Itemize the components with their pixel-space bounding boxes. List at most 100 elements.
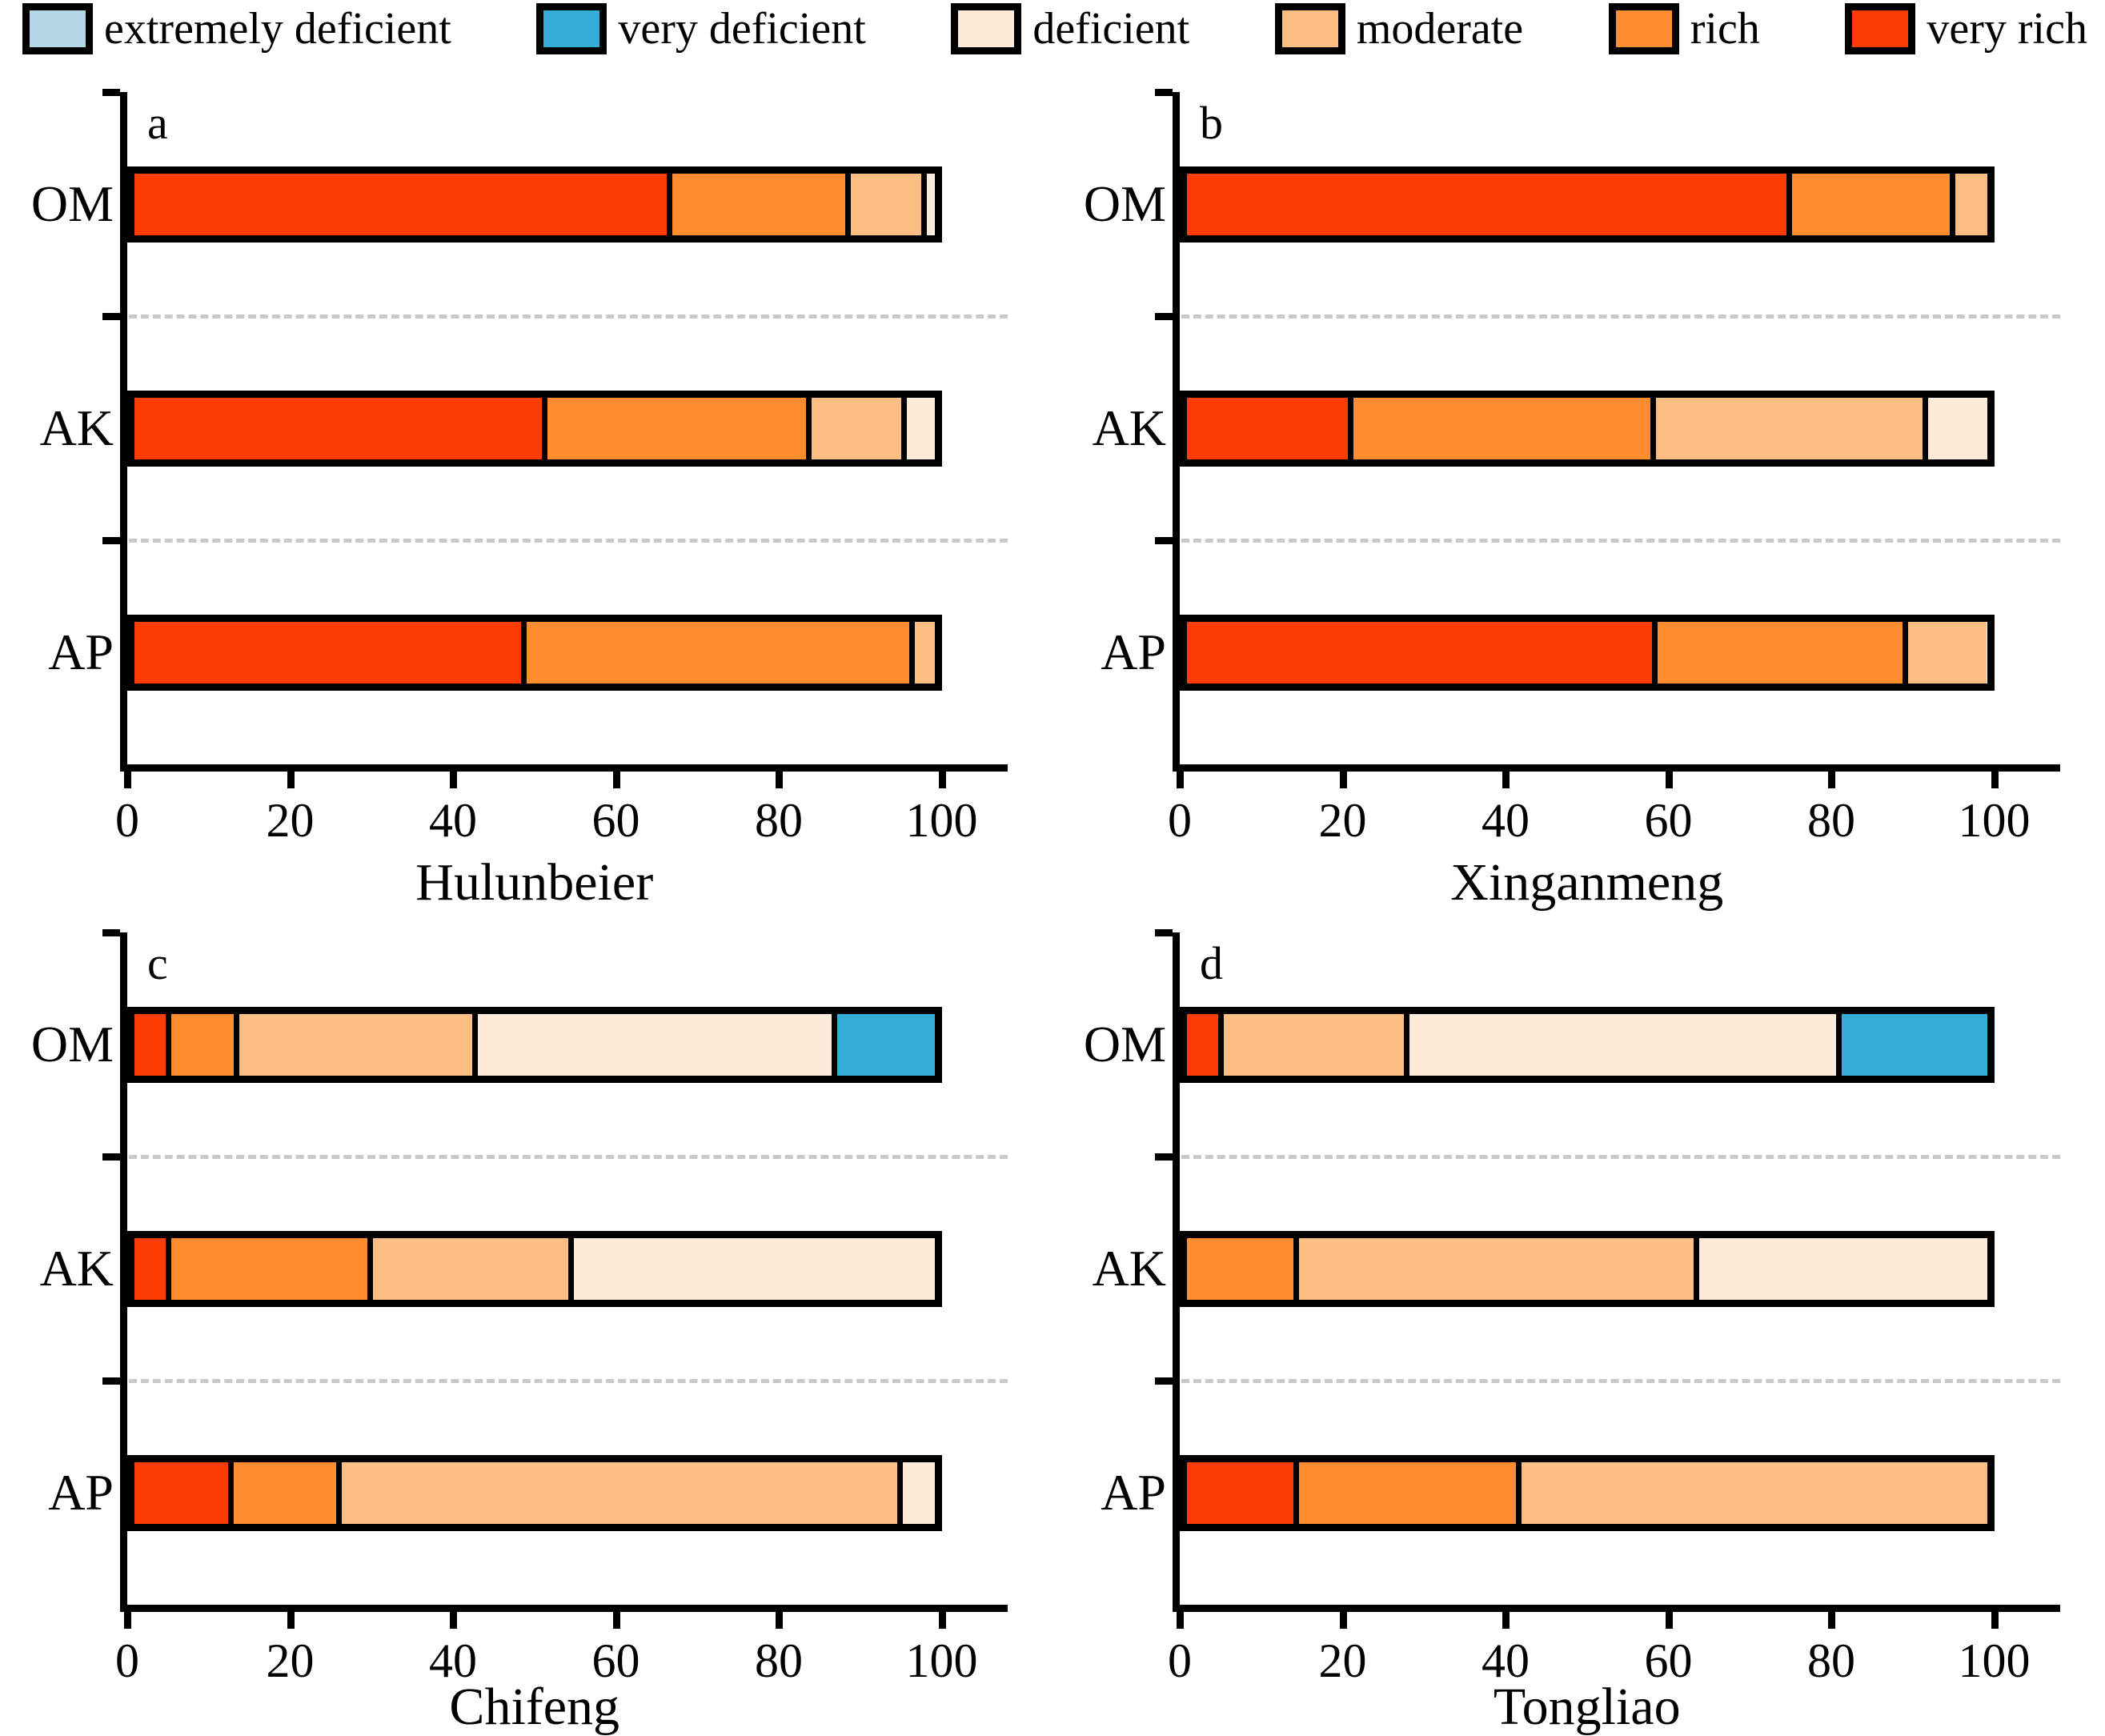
y-axis-tick — [102, 1377, 120, 1385]
x-axis-tick — [1991, 1605, 1999, 1629]
x-axis-tick-label: 0 — [115, 1634, 139, 1687]
y-axis-tick — [1155, 313, 1173, 320]
x-axis-tick — [938, 764, 946, 788]
segment-moderate — [1656, 397, 1929, 459]
segment-moderate — [1955, 173, 1987, 235]
y-axis-tick — [1155, 1153, 1173, 1161]
segment-very-rich — [134, 1237, 172, 1300]
segment-moderate — [1224, 1013, 1410, 1076]
y-axis-tick — [102, 929, 120, 936]
stacked-bar-ap — [1180, 1454, 1995, 1531]
x-axis-tick-label: 60 — [1644, 794, 1693, 847]
panel-xinganmeng: b Xinganmeng OM AK AP 0 20 40 60 80 100 — [1052, 56, 2105, 909]
y-axis-tick — [1155, 929, 1173, 936]
category-separator-dashed-line — [1181, 539, 2060, 543]
category-separator-dashed-line — [129, 1379, 1008, 1383]
segment-very-rich — [134, 1013, 171, 1076]
category-label-ap: AP — [48, 1463, 114, 1521]
legend-item-moderate: moderate — [1274, 3, 1524, 54]
segment-deficient — [478, 1013, 838, 1076]
segment-rich — [1299, 1461, 1522, 1524]
x-axis-tick-label: 20 — [1318, 1634, 1367, 1687]
legend: extremely deficient very deficient defic… — [22, 3, 2087, 54]
x-axis-tick — [1177, 1605, 1184, 1629]
x-axis-tick — [612, 764, 620, 788]
category-label-ak: AK — [1092, 1239, 1166, 1297]
category-label-ap: AP — [1101, 623, 1166, 680]
category-label-ak: AK — [39, 399, 114, 456]
category-separator-dashed-line — [1181, 315, 2060, 319]
x-axis-tick — [287, 1605, 295, 1629]
segment-very-rich — [1187, 397, 1353, 459]
x-axis-tick-label: 0 — [115, 794, 139, 847]
stacked-bar-ap — [127, 614, 942, 691]
segment-moderate — [341, 1461, 904, 1524]
stacked-bar-ak — [127, 390, 942, 467]
legend-item-very-deficient: very deficient — [536, 3, 866, 54]
category-separator-dashed-line — [1181, 1155, 2060, 1159]
y-axis-tick — [102, 537, 120, 544]
category-separator-dashed-line — [129, 539, 1008, 543]
legend-swatch-extremely-deficient — [22, 3, 93, 54]
segment-deficient — [926, 173, 935, 235]
plot-area-hulunbeier: a Hulunbeier OM AK AP 0 20 40 60 80 100 — [31, 89, 1008, 909]
category-label-om: OM — [30, 1015, 114, 1072]
segment-moderate — [811, 397, 908, 459]
segment-rich — [171, 1237, 373, 1300]
y-axis-tick — [1155, 1377, 1173, 1385]
x-axis-tick-label: 80 — [1807, 1634, 1855, 1687]
x-axis-tick — [450, 1605, 457, 1629]
x-axis-tick — [1502, 1605, 1510, 1629]
x-axis-tick-label: 40 — [429, 794, 477, 847]
axis-title-chifeng: Chifeng — [449, 1678, 620, 1736]
category-label-om: OM — [30, 174, 114, 232]
stacked-bar-om — [127, 166, 942, 243]
panel-letter: c — [147, 937, 168, 989]
legend-label: very deficient — [618, 4, 866, 54]
legend-swatch-rich — [1608, 3, 1679, 54]
x-axis-tick — [124, 764, 131, 788]
stacked-bar-ak — [127, 1230, 942, 1307]
stacked-bar-ap — [1180, 614, 1995, 691]
category-separator-dashed-line — [129, 315, 1008, 319]
axis-title-xinganmeng: Xinganmeng — [1450, 853, 1724, 912]
plot-area-tongliao: d Tongliao OM AK AP 0 20 40 60 80 100 — [1084, 929, 2060, 1734]
segment-rich — [1353, 397, 1657, 459]
segment-very-rich — [1187, 621, 1658, 684]
segment-deficient — [574, 1237, 935, 1300]
stacked-bar-om — [127, 1006, 942, 1083]
x-axis-tick-label: 80 — [755, 1634, 803, 1687]
legend-label: rich — [1690, 4, 1760, 54]
x-axis-tick — [1502, 764, 1510, 788]
x-axis-tick-label: 100 — [905, 1634, 978, 1687]
x-axis-tick-label: 100 — [1958, 794, 2031, 847]
y-axis-tick — [1155, 537, 1173, 544]
legend-label: moderate — [1356, 4, 1524, 54]
panel-letter: d — [1200, 937, 1223, 989]
x-axis-tick — [1665, 1605, 1673, 1629]
x-axis-tick-label: 60 — [591, 794, 640, 847]
x-axis-tick-label: 40 — [1482, 1634, 1530, 1687]
stacked-bar-ak — [1180, 1230, 1995, 1307]
x-axis-tick — [124, 1605, 131, 1629]
x-axis-tick — [1991, 764, 1999, 788]
x-axis-tick — [938, 1605, 946, 1629]
stacked-bar-om — [1180, 166, 1995, 243]
segment-rich — [1658, 621, 1908, 684]
x-axis-tick — [776, 764, 783, 788]
x-axis-tick-label: 40 — [1482, 794, 1530, 847]
segment-very-rich — [1187, 1013, 1225, 1076]
stacked-bar-ap — [127, 1454, 942, 1531]
y-axis-tick — [102, 1153, 120, 1161]
x-axis-tick-label: 80 — [1807, 794, 1855, 847]
segment-moderate — [1299, 1237, 1699, 1300]
y-axis-tick — [102, 89, 120, 96]
segment-moderate — [239, 1013, 479, 1076]
category-label-om: OM — [1083, 1015, 1166, 1072]
legend-label: extremely deficient — [104, 4, 451, 54]
segment-deficient — [1928, 397, 1987, 459]
category-label-ak: AK — [1092, 399, 1166, 456]
legend-item-extremely-deficient: extremely deficient — [22, 3, 451, 54]
x-axis-tick-label: 100 — [1958, 1634, 2031, 1687]
segment-very-rich — [1187, 1461, 1300, 1524]
